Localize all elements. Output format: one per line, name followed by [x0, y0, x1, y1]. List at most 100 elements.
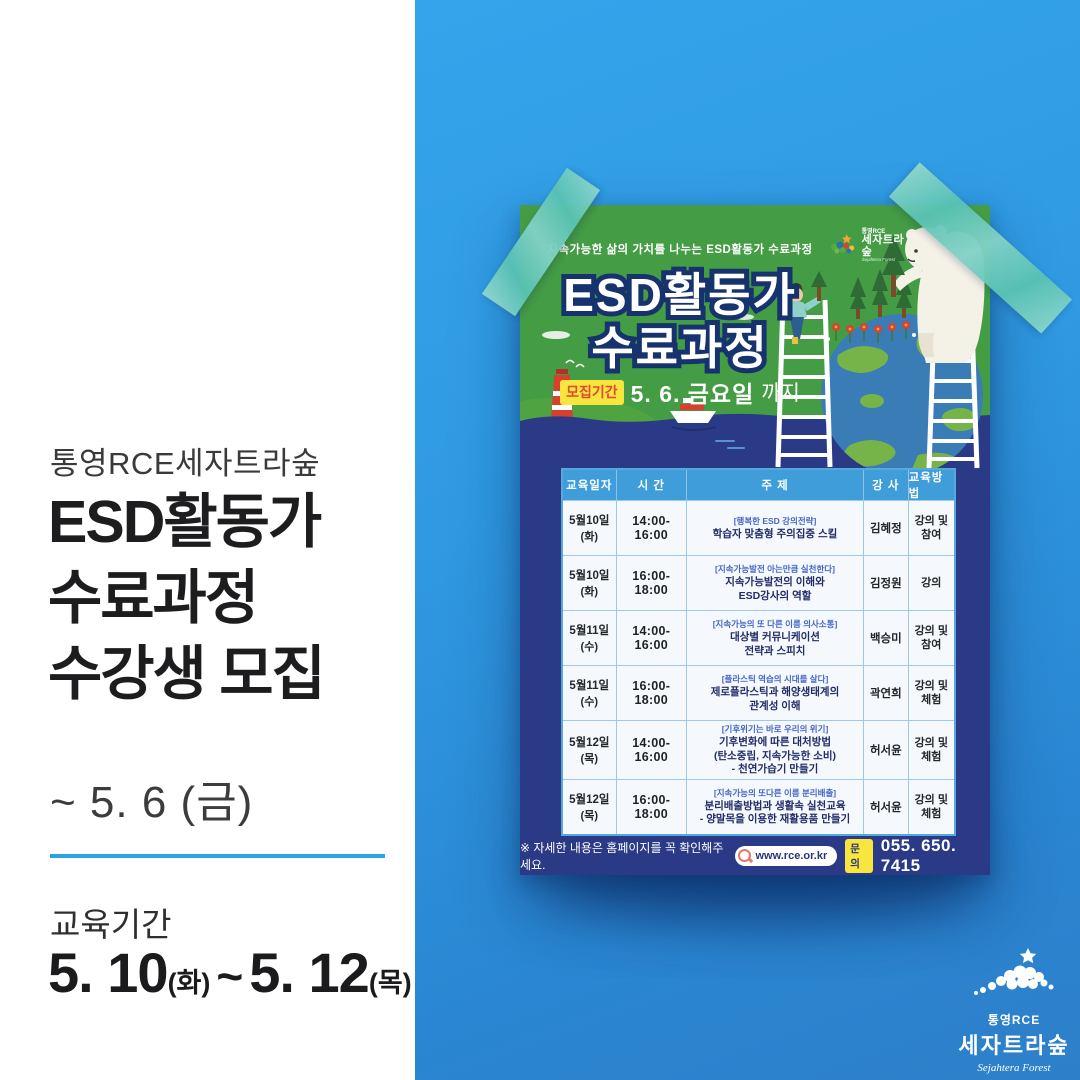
cell-method: 강의 및 체험 — [909, 666, 954, 720]
topic-line: 학습자 맞춤형 주의집중 스킬 — [712, 527, 838, 540]
person-icon — [785, 271, 827, 344]
topic-tag: [플라스틱 역습의 시대를 살다] — [721, 673, 829, 684]
cell-topic: [지속가능발전 아는만큼 실천한다] 지속가능발전의 이해와 ESD강사의 역할 — [687, 556, 865, 611]
cell-time: 14:00-16:00 — [617, 611, 687, 666]
brand-logo-org: 통영RCE — [987, 1013, 1041, 1027]
cloud-icon — [734, 314, 754, 320]
cell-instructor: 허서윤 — [864, 779, 909, 834]
instructor-name: 백승미 — [869, 633, 902, 646]
wave-marks — [715, 440, 745, 449]
topic-tag: [행복한 ESD 강의전략] — [733, 515, 817, 526]
date-text: 5월10일 — [569, 570, 610, 583]
page-title: ESD활동가 수료과정 수강생 모집 — [48, 484, 408, 712]
poster-mini-logo: 통영RCE 세자트라숲 Sejahtera Forest — [828, 229, 914, 263]
flowers-icon — [826, 321, 916, 343]
boat-icon — [670, 398, 717, 431]
date-text: 5월12일 — [569, 737, 610, 750]
day-text: (화) — [580, 531, 598, 543]
topic-line: - 천연가습기 만들기 — [731, 763, 819, 776]
cell-topic: [행복한 ESD 강의전략] 학습자 맞춤형 주의집중 스킬 — [687, 501, 865, 556]
cell-date: 5월10일 (화) — [563, 501, 617, 556]
topic-tag: [지속가능의 또다른 이름 분리배출] — [713, 787, 837, 798]
method-text: 강의 — [921, 576, 942, 589]
cell-topic: [플라스틱 역습의 시대를 살다] 제로플라스틱과 해양생태계의 관계성 이해 — [687, 666, 865, 721]
instructor-name: 곽연희 — [869, 688, 902, 701]
topic-line: (탄소중립, 지속가능한 소비) — [713, 749, 836, 762]
instructor-name: 허서윤 — [869, 745, 902, 758]
date-text: 5월12일 — [569, 793, 610, 806]
poster: 통영RCE 세자트라숲 Sejahtera Forest 지속가능한 삶의 가치… — [520, 205, 990, 875]
cell-method: 강의 — [909, 556, 954, 610]
topic-tag: [기후위기는 바로 우리의 위기] — [721, 724, 829, 735]
date-text: 5월11일 — [569, 680, 610, 693]
cell-date: 5월12일 (목) — [563, 779, 617, 834]
cell-date: 5월11일 (수) — [563, 666, 617, 721]
recruit-period-line: 모집기간 5. 6. 금요일 까지 — [530, 375, 830, 409]
mini-logo-sub: Sejahtera Forest — [861, 257, 895, 263]
poster-title-fill: ESD활동가 — [563, 269, 797, 321]
education-period: 5. 10(화) ~5. 12(목) — [48, 940, 412, 1005]
topic-line: 기후변화에 따른 대처방법 — [718, 736, 832, 749]
poster-title-line-2: 수료과정 수료과정 — [530, 312, 830, 379]
table-row: 5월10일 (화) 14:00-16:00 [행복한 ESD 강의전략] 학습자 맞춤형… — [563, 500, 954, 556]
magnifier-icon — [738, 849, 752, 862]
time-text: 16:00-18:00 — [632, 569, 671, 598]
cell-time: 16:00-18:00 — [617, 779, 687, 834]
poster-title-stroke: ESD활동가 — [558, 264, 800, 326]
cell-topic: [지속가능의 또다른 이름 분리배출] 분리배출방법과 생활속 실천교육 - 양말목… — [687, 779, 865, 834]
time-text: 14:00-16:00 — [632, 624, 671, 653]
website-pill[interactable]: www.rce.or.kr — [735, 845, 838, 866]
application-deadline: ~ 5. 6 (금) — [50, 778, 254, 827]
table-row: 5월12일 (목) 14:00-16:00 [기후위기는 바로 우리의 위기] 기후변화… — [563, 720, 954, 779]
organization-name: 통영RCE세자트라숲 — [50, 446, 321, 481]
instructor-name: 김혜정 — [869, 523, 902, 535]
recruit-suffix: 까지 — [761, 382, 800, 405]
cloud-icon — [542, 331, 570, 339]
period-label: 교육기간 — [50, 906, 172, 943]
instructor-name: 김정원 — [869, 578, 902, 591]
topic-line: ESD강사의 역할 — [738, 589, 812, 602]
recruit-period: 5. 6. 금요일 — [630, 381, 755, 407]
period-start: 5. 10 — [48, 941, 169, 1004]
divider-line — [50, 854, 385, 858]
day-text: (수) — [580, 641, 598, 654]
period-end-day: (목) — [368, 968, 412, 998]
footer-notice: ※ 자세한 내용은 홈페이지를 꼭 확인해주세요. — [520, 840, 724, 872]
table-header-cell: 강 사 — [864, 470, 909, 500]
table-header-cell: 교육방법 — [908, 472, 944, 500]
mini-logo-org: 통영RCE — [861, 229, 886, 235]
table-row: 5월11일 (수) 16:00-18:00 [플라스틱 역습의 시대를 살다] 제로플라… — [563, 665, 954, 721]
cell-topic: [기후위기는 바로 우리의 위기] 기후변화에 따른 대처방법 (탄소중립, 지속가… — [687, 721, 865, 779]
poster-title-stroke: 수료과정 — [586, 317, 771, 379]
cell-instructor: 곽연희 — [864, 666, 909, 721]
brand-logo-sub: Sejahtera Forest — [977, 1062, 1051, 1074]
topic-tag: [지속가능발전 아는만큼 실천한다] — [715, 563, 835, 574]
time-text: 16:00-18:00 — [632, 679, 671, 708]
day-text: (화) — [580, 586, 598, 599]
cell-instructor: 허서윤 — [864, 721, 909, 779]
topic-line: 지속가능발전의 이해와 — [725, 575, 825, 588]
brand-logo-name: 세자트라숲 — [958, 1033, 1070, 1058]
poster-illustration — [520, 225, 990, 470]
cell-time: 14:00-16:00 — [617, 501, 687, 556]
table-body: 5월10일 (화) 14:00-16:00 [행복한 ESD 강의전략] 학습자 맞춤형… — [563, 500, 954, 834]
cell-method: 강의 및 참여 — [909, 611, 954, 665]
recruit-badge: 모집기간 — [560, 379, 624, 405]
title-line-3: 수강생 모집 — [48, 641, 326, 707]
poster-footer: ※ 자세한 내용은 홈페이지를 꼭 확인해주세요. www.rce.or.kr … — [520, 836, 990, 875]
topic-line: 관계성 이해 — [749, 699, 801, 712]
topic-line: 분리배출방법과 생활속 실천교육 — [704, 799, 846, 812]
cell-time: 16:00-18:00 — [617, 556, 687, 611]
method-text: 강의 및 체험 — [914, 736, 948, 764]
poster-subtitle: 지속가능한 삶의 가치를 나누는 ESD활동가 수료과정 — [547, 244, 813, 256]
time-text: 14:00-16:00 — [632, 514, 671, 542]
day-text: (목) — [580, 753, 598, 766]
canopy-icon — [974, 965, 1054, 995]
table-header-cell: 교육일자 — [563, 470, 617, 500]
ladder-icon — [775, 299, 833, 468]
poster-title-fill: 수료과정 — [591, 322, 769, 374]
method-text: 강의 및 체험 — [914, 793, 948, 820]
